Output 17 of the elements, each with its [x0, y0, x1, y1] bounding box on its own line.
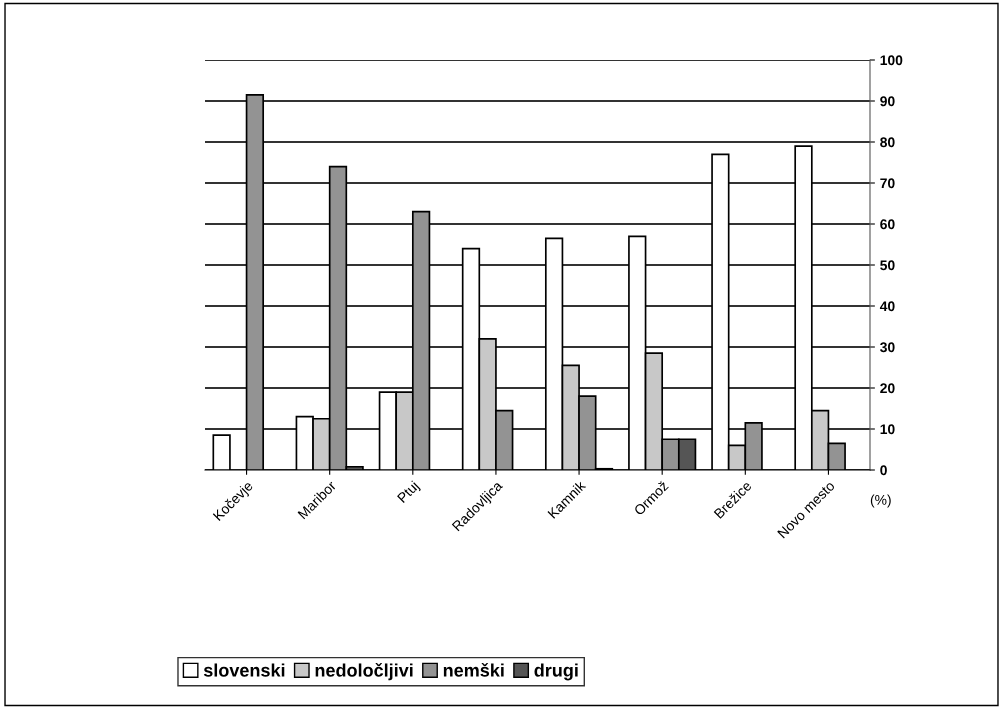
y-tick-label: 0: [880, 465, 887, 476]
legend-label: slovenski: [203, 663, 285, 677]
legend-label: drugi: [534, 663, 578, 681]
y-tick-label: 60: [880, 219, 895, 230]
y-tick-label: 80: [880, 137, 895, 148]
y-tick-label: 10: [880, 424, 895, 435]
legend-label: nemški: [443, 663, 504, 677]
y-tick-label: 90: [880, 96, 895, 107]
y-tick-label: 50: [880, 260, 895, 271]
y-tick-label: 100: [880, 55, 903, 66]
y-tick-label: 70: [880, 178, 895, 189]
y-tick-label: 30: [880, 342, 895, 353]
y-tick-label: 40: [879, 301, 895, 312]
y-tick-label: 20: [880, 383, 895, 394]
x-tick-label: Ptuj: [396, 480, 422, 505]
y-axis-title: (%): [870, 494, 891, 508]
legend-label: nedoločljivi: [315, 663, 413, 681]
